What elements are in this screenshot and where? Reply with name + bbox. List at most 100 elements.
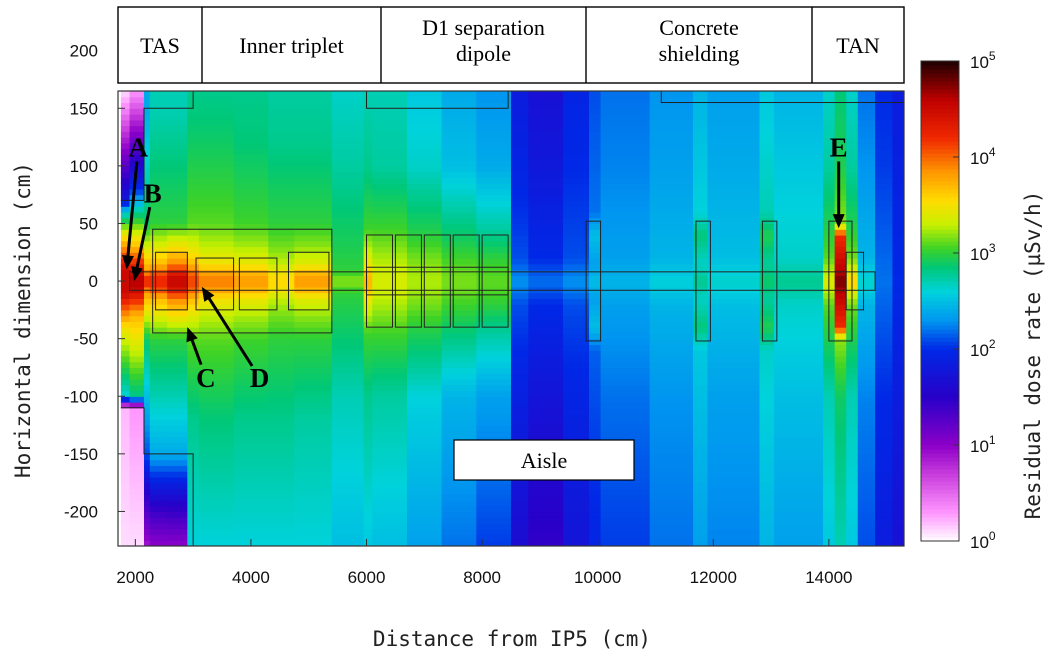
heatmap-cell (759, 200, 775, 207)
heatmap-cell (120, 114, 131, 121)
heatmap-cell (589, 425, 602, 432)
heatmap-cell (198, 402, 235, 409)
heatmap-cell (167, 373, 188, 380)
heatmap-cell (528, 217, 564, 225)
heatmap-cell (294, 332, 333, 340)
heatmap-cell (823, 465, 836, 472)
heatmap-cell (233, 378, 269, 386)
heatmap-cell (363, 488, 373, 495)
heatmap-cell (649, 499, 694, 507)
heatmap-cell (892, 448, 904, 455)
heatmap-cell (892, 119, 904, 127)
heatmap-cell (693, 425, 709, 432)
heatmap-cell (167, 453, 188, 461)
heatmap-cell (331, 223, 365, 230)
heatmap-cell (233, 390, 269, 397)
heatmap-cell (600, 223, 651, 230)
heatmap-cell (149, 269, 168, 276)
colorbar-swatch (921, 109, 959, 114)
heatmap-cell (167, 494, 188, 501)
heatmap-cell (294, 137, 333, 144)
heatmap-cell (600, 194, 651, 202)
colorbar-swatch (921, 169, 959, 174)
heatmap-cell (198, 315, 235, 322)
heatmap-cell (589, 131, 602, 138)
heatmap-cell (118, 171, 122, 178)
heatmap-cell (406, 355, 443, 363)
heatmap-cell (857, 338, 876, 346)
heatmap-cell (198, 211, 235, 219)
heatmap-cell (476, 246, 512, 253)
heatmap-cell (198, 413, 235, 420)
heatmap-cell (331, 114, 365, 121)
heatmap-cell (118, 154, 122, 161)
heatmap-cell (563, 378, 590, 386)
heatmap-cell (149, 234, 168, 242)
heatmap-cell (406, 419, 443, 426)
heatmap-cell (372, 436, 408, 443)
heatmap-cell (846, 448, 859, 455)
heatmap-cell (167, 91, 188, 98)
heatmap-cell (857, 367, 876, 374)
colorbar-swatch (921, 205, 959, 210)
heatmap-cell (773, 471, 824, 478)
heatmap-cell (589, 200, 602, 207)
heatmap-cell (363, 465, 373, 472)
heatmap-cell (875, 188, 894, 196)
heatmap-cell (528, 137, 564, 144)
heatmap-cell (129, 131, 145, 138)
heatmap-cell (144, 119, 151, 127)
heatmap-cell (846, 188, 859, 196)
heatmap-cell (589, 488, 602, 495)
heatmap-cell (198, 430, 235, 438)
colorbar-swatch (921, 197, 959, 202)
heatmap-cell (563, 119, 590, 127)
heatmap-cell (363, 402, 373, 409)
heatmap-cell (198, 332, 235, 340)
heatmap-cell (892, 430, 904, 438)
heatmap-cell (834, 488, 847, 495)
heatmap-cell (120, 367, 131, 374)
heatmap-cell (441, 194, 477, 202)
heatmap-cell (198, 217, 235, 225)
heatmap-cell (144, 229, 151, 236)
heatmap-cell (759, 160, 775, 167)
heatmap-cell (129, 229, 145, 236)
heatmap-cell (406, 448, 443, 455)
heatmap-cell (331, 350, 365, 357)
colorbar-swatch (921, 357, 959, 362)
heatmap-cell (707, 384, 761, 392)
heatmap-cell (198, 200, 235, 207)
heatmap-cell (892, 223, 904, 230)
heatmap-cell (600, 275, 651, 282)
heatmap-cell (600, 396, 651, 403)
x-tick-label: 6000 (348, 568, 386, 587)
heatmap-cell (144, 384, 151, 392)
heatmap-cell (892, 234, 904, 242)
heatmap-cell (476, 407, 512, 415)
heatmap-cell (268, 471, 295, 478)
heatmap-cell (268, 402, 295, 409)
heatmap-cell (372, 367, 408, 374)
heatmap-cell (167, 488, 188, 495)
heatmap-cell (118, 211, 122, 219)
annotation-arrow-head (122, 255, 134, 270)
heatmap-cell (875, 114, 894, 121)
heatmap-cell (875, 442, 894, 449)
heatmap-cell (693, 229, 709, 236)
heatmap-cell (875, 494, 894, 501)
heatmap-cell (144, 511, 151, 518)
heatmap-cell (268, 430, 295, 438)
heatmap-cell (233, 534, 269, 541)
colorbar-swatch (921, 141, 959, 146)
heatmap-cell (834, 419, 847, 426)
heatmap-cell (892, 252, 904, 259)
heatmap-cell (363, 246, 373, 253)
heatmap-cell (528, 142, 564, 150)
heatmap-cell (834, 148, 847, 155)
heatmap-cell (823, 448, 836, 455)
heatmap-cell (773, 304, 824, 311)
heatmap-cell (476, 183, 512, 190)
heatmap-cell (149, 413, 168, 420)
heatmap-cell (875, 96, 894, 104)
